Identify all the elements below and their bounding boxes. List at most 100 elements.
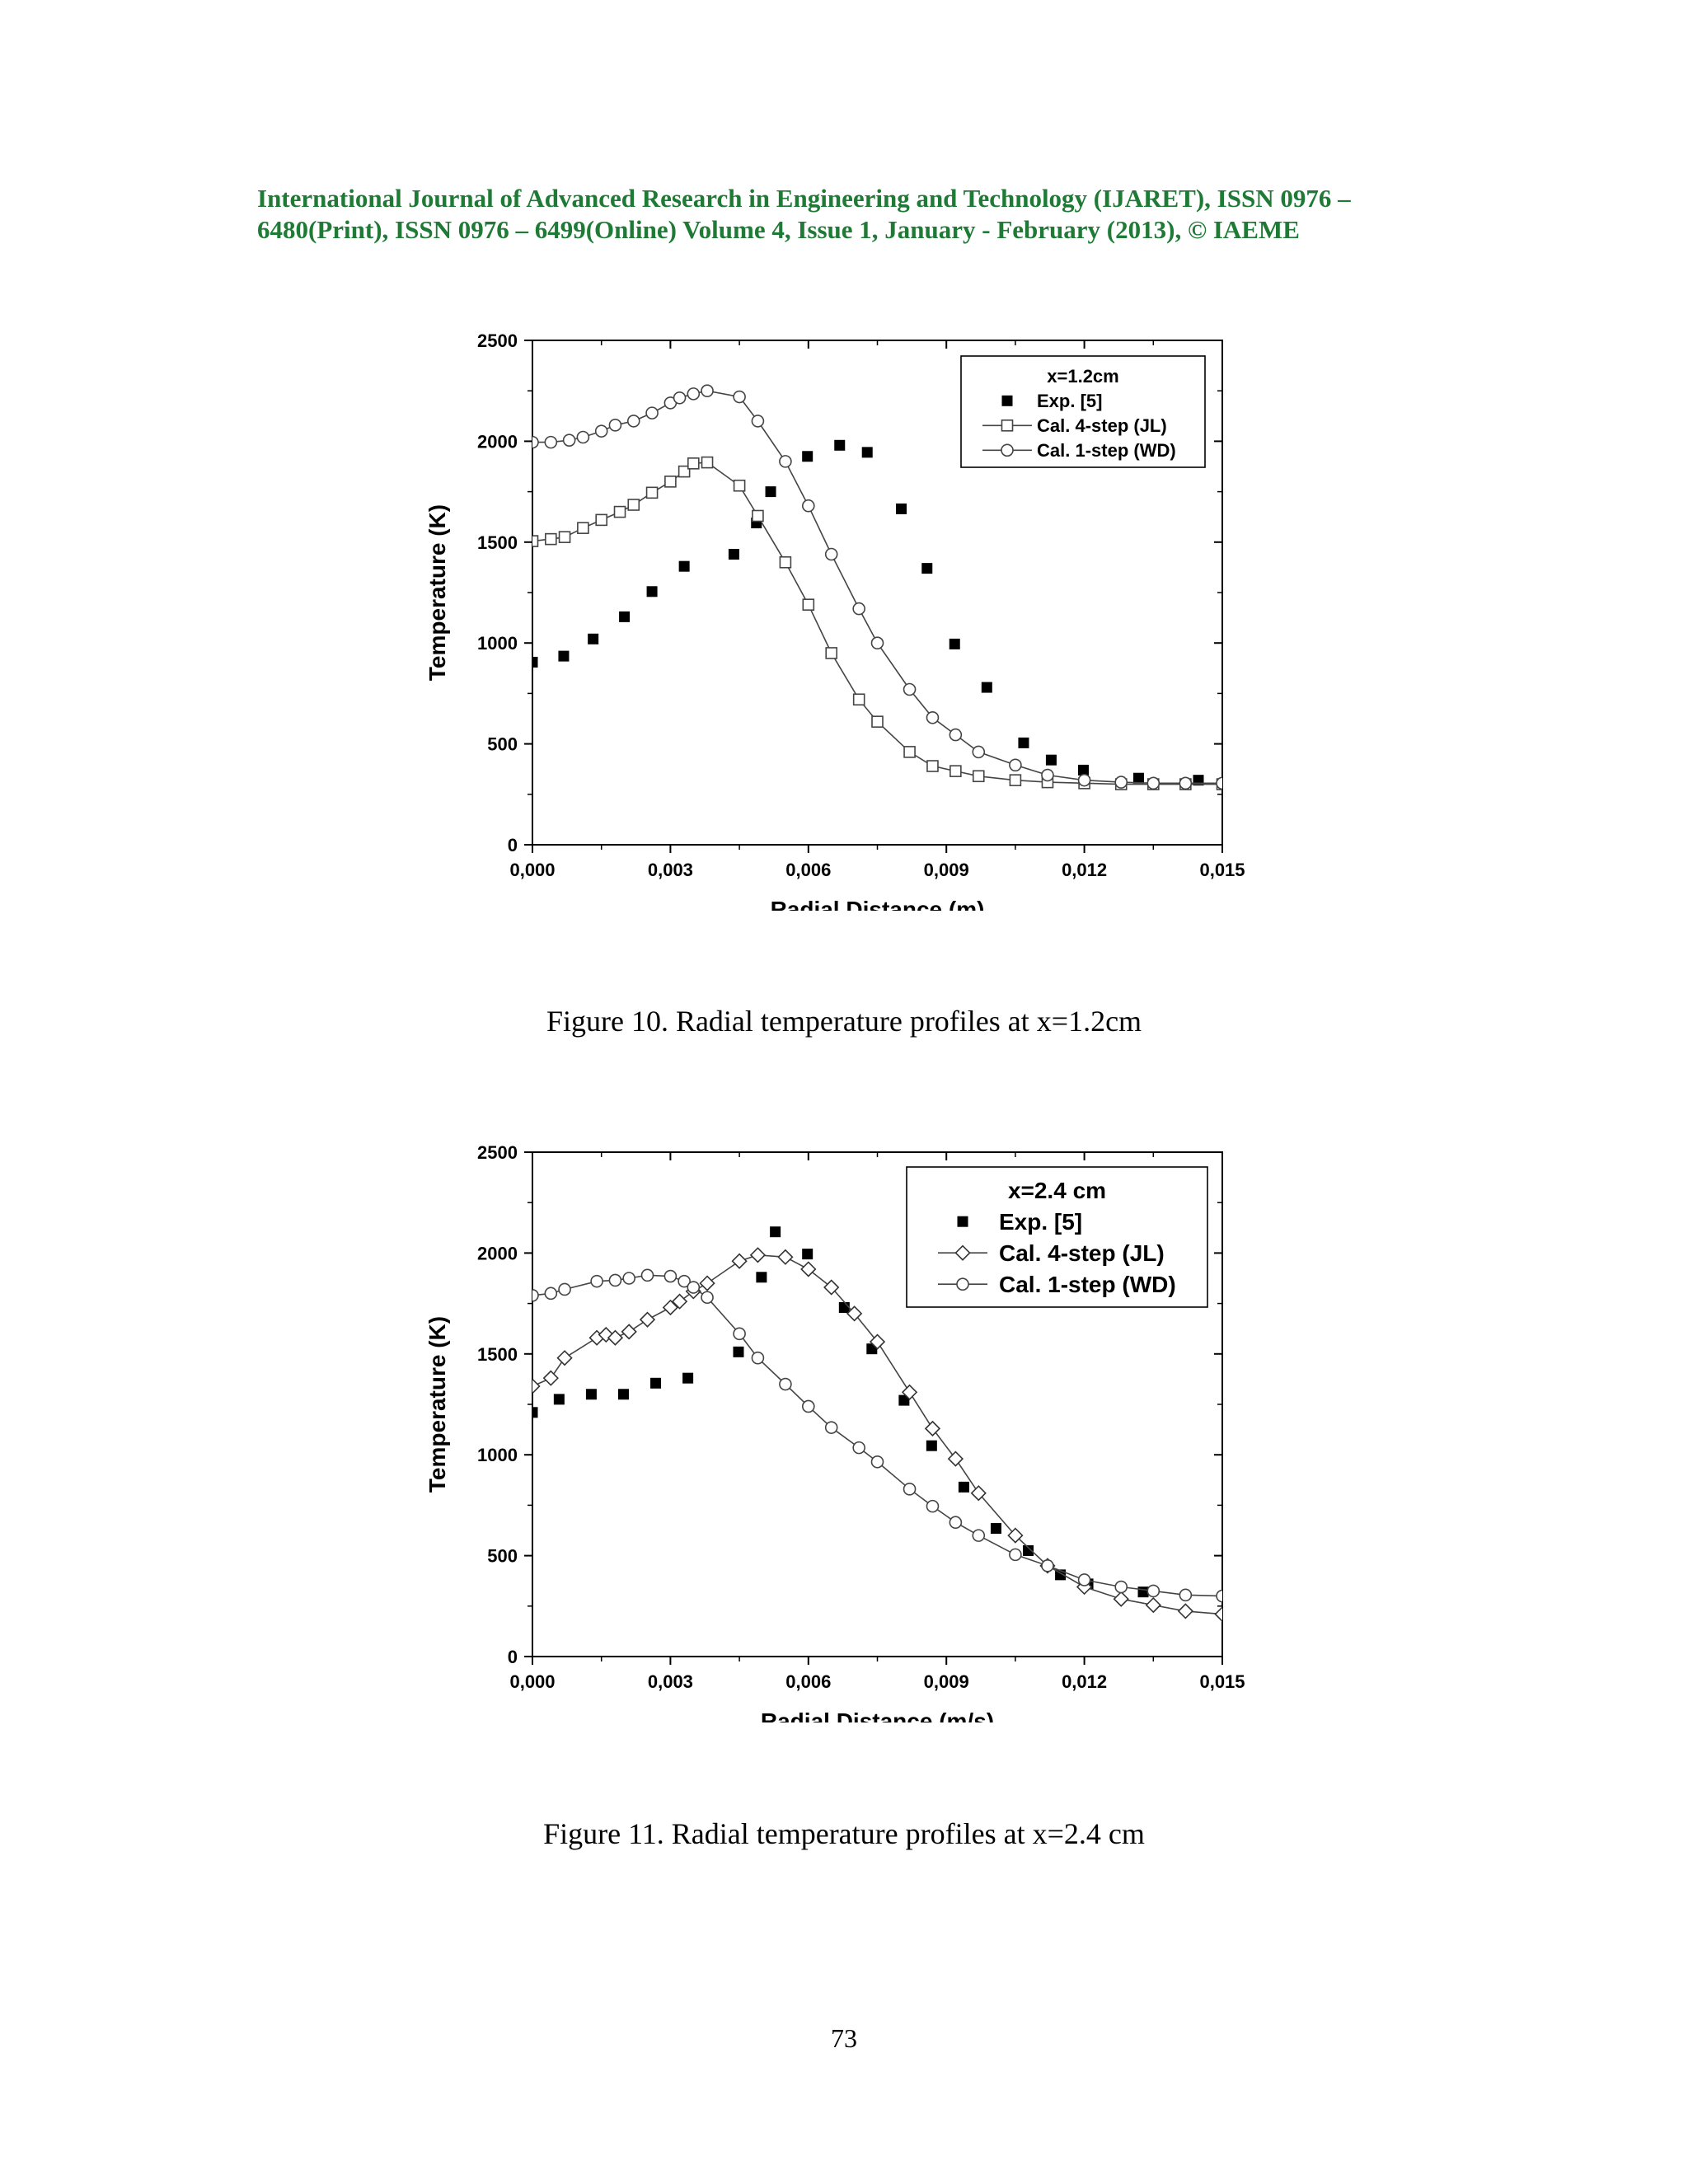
point-cal-4-step-jl [733,479,746,492]
point-cal-1-step-wd [870,1455,884,1469]
point-cal-1-step-wd [562,434,576,447]
point-cal-1-step-wd [949,728,963,742]
point-cal-4-step-jl [903,746,916,758]
point-cal-4-step-jl [613,505,626,518]
point-cal-1-step-wd [903,682,917,696]
point-cal-1-step-wd [801,499,815,513]
point-cal-1-step-wd [1114,776,1128,789]
legend-label-cal-1-step-wd: Cal. 1-step (WD) [1037,440,1176,461]
y-tick-label: 0 [508,835,518,855]
point-exp-5 [646,586,658,598]
x-tick-label: 0,006 [785,1671,831,1692]
point-exp-5 [765,486,776,498]
point-exp-5 [770,1226,781,1238]
point-cal-4-step-jl [777,1249,794,1265]
journal-header: International Journal of Advanced Resear… [257,183,1452,246]
point-exp-5 [861,447,873,458]
point-cal-1-step-wd [576,430,590,444]
point-cal-1-step-wd [751,415,765,428]
x-tick-label: 0,009 [924,860,969,880]
x-axis-label: Radial Distance (m) [771,897,985,911]
point-cal-4-step-jl [926,760,939,772]
point-exp-5 [838,1301,850,1313]
legend-label-exp-5: Exp. [5] [1037,391,1102,411]
point-cal-1-step-wd [532,435,539,449]
figure-10-caption: Figure 10. Radial temperature profiles a… [546,1005,1142,1038]
point-cal-4-step-jl [950,765,962,777]
point-cal-1-step-wd [733,1327,746,1341]
legend-marker-cal-1-step-wd [956,1277,969,1291]
point-cal-4-step-jl [532,1378,541,1394]
point-cal-4-step-jl [779,555,792,569]
x-tick-label: 0,015 [1199,860,1245,880]
point-cal-4-step-jl [846,1305,863,1322]
point-cal-1-step-wd [1009,758,1022,772]
point-exp-5 [532,656,538,668]
legend: x=1.2cm Exp. [5] Cal. 4-step (JL) Cal. 1-st… [960,355,1206,468]
y-tick-label: 500 [487,734,518,755]
point-cal-4-step-jl [678,465,691,478]
point-cal-1-step-wd [608,1273,622,1287]
y-tick-label: 0 [508,1647,518,1667]
point-exp-5 [1077,764,1089,776]
series-line-cal-4-step-jl [532,1254,1222,1615]
point-cal-4-step-jl [545,532,557,546]
point-exp-5 [949,638,960,649]
point-cal-4-step-jl [699,1275,715,1291]
point-exp-5 [926,1440,937,1451]
point-cal-4-step-jl [752,509,764,523]
point-cal-1-step-wd [926,710,940,724]
legend-label-cal-4-step-jl: Cal. 4-step (JL) [1037,415,1167,436]
legend: x=2.4 cm Exp. [5] Cal. 4-step (JL) Cal. 1-s… [906,1166,1208,1308]
y-tick-label: 2000 [477,431,518,452]
point-cal-1-step-wd [1041,768,1054,782]
point-exp-5 [896,503,907,514]
legend-marker-cal-4-step-jl [1001,419,1014,432]
point-cal-1-step-wd [1114,1580,1128,1594]
point-cal-4-step-jl [1177,1603,1193,1619]
point-cal-1-step-wd [1146,776,1160,790]
legend-title: x=2.4 cm [1008,1178,1106,1203]
y-tick-label: 1500 [477,1344,518,1365]
y-axis-label: Temperature (K) [424,1316,450,1493]
plot-area [532,1226,1222,1623]
point-cal-1-step-wd [558,1282,571,1296]
point-cal-4-step-jl [970,1485,987,1502]
figure-10-svg: 0 500 1000 1500 2000 2500 0,000 0,003 0,006 0,009… [424,330,1245,911]
point-cal-4-step-jl [852,693,865,706]
point-exp-5 [898,1394,910,1406]
point-cal-1-step-wd [1179,776,1193,790]
point-exp-5 [588,633,599,644]
point-cal-1-step-wd [622,1272,635,1285]
point-cal-4-step-jl [577,522,589,534]
point-cal-1-step-wd [590,1274,603,1288]
x-tick-label: 0,012 [1062,1671,1107,1692]
point-cal-4-step-jl [871,715,884,728]
point-exp-5 [733,1346,744,1357]
point-cal-1-step-wd [544,1286,558,1301]
x-tick-label: 0,012 [1062,860,1107,880]
point-cal-1-step-wd [532,1289,539,1302]
point-cal-1-step-wd [972,1529,986,1542]
point-cal-4-step-jl [947,1451,964,1467]
figure-11-chart: 0 500 1000 1500 2000 2500 0,000 0,003 0,006 0,009… [412,1129,1278,1722]
figure-10-chart: 0 500 1000 1500 2000 2500 0,000 0,003 0,006 0,009… [412,317,1278,911]
point-cal-4-step-jl [823,1279,840,1296]
point-cal-4-step-jl [556,1350,573,1366]
point-cal-4-step-jl [749,1247,767,1263]
point-cal-4-step-jl [607,1329,624,1346]
point-exp-5 [532,1407,538,1418]
series-line-cal-1-step-wd [532,1274,1222,1597]
point-cal-1-step-wd [1009,1548,1022,1562]
point-cal-1-step-wd [779,455,792,468]
point-exp-5 [802,451,814,462]
point-cal-4-step-jl [645,486,659,499]
point-exp-5 [650,1377,662,1389]
point-cal-1-step-wd [852,1441,865,1455]
point-exp-5 [834,439,846,451]
y-tick-label: 1000 [477,1445,518,1465]
x-tick-label: 0,003 [648,1671,693,1692]
point-exp-5 [585,1389,597,1400]
point-cal-1-step-wd [640,1268,654,1282]
legend-marker-cal-4-step-jl [954,1244,971,1261]
